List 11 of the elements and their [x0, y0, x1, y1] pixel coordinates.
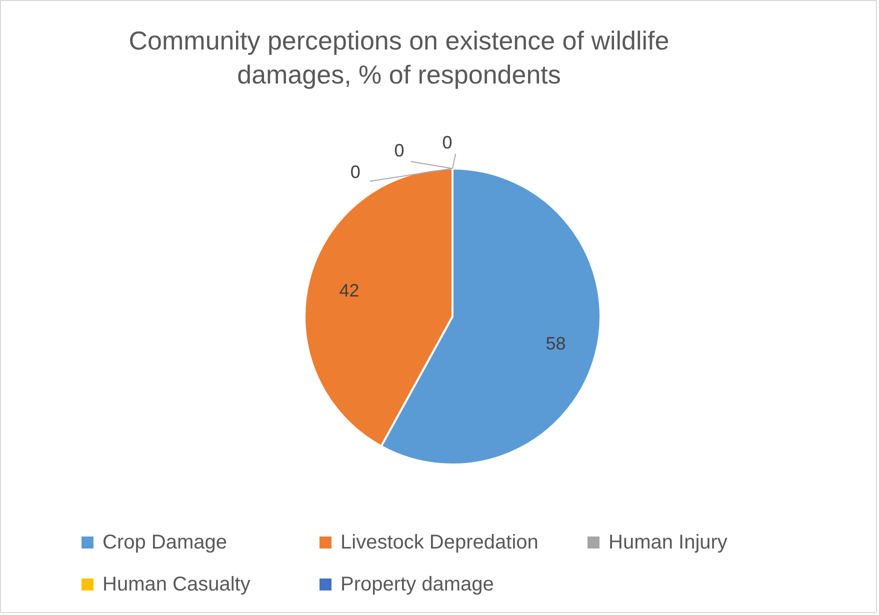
- text: 0: [394, 140, 404, 161]
- legend-label: Livestock Depredation: [340, 532, 538, 554]
- legend-label: Crop Damage: [102, 532, 228, 554]
- legend-label: Human Injury: [608, 532, 728, 554]
- data-label: 42: [339, 280, 360, 300]
- legend-label: Human Casualty: [102, 574, 250, 596]
- chart-title: Community perceptions on existence of wildlife damages, % of respondents: [128, 26, 670, 90]
- legend-label: Property damage: [340, 574, 494, 596]
- text: 0: [442, 132, 452, 152]
- data-label: 58: [546, 334, 566, 354]
- text: 0: [350, 162, 360, 182]
